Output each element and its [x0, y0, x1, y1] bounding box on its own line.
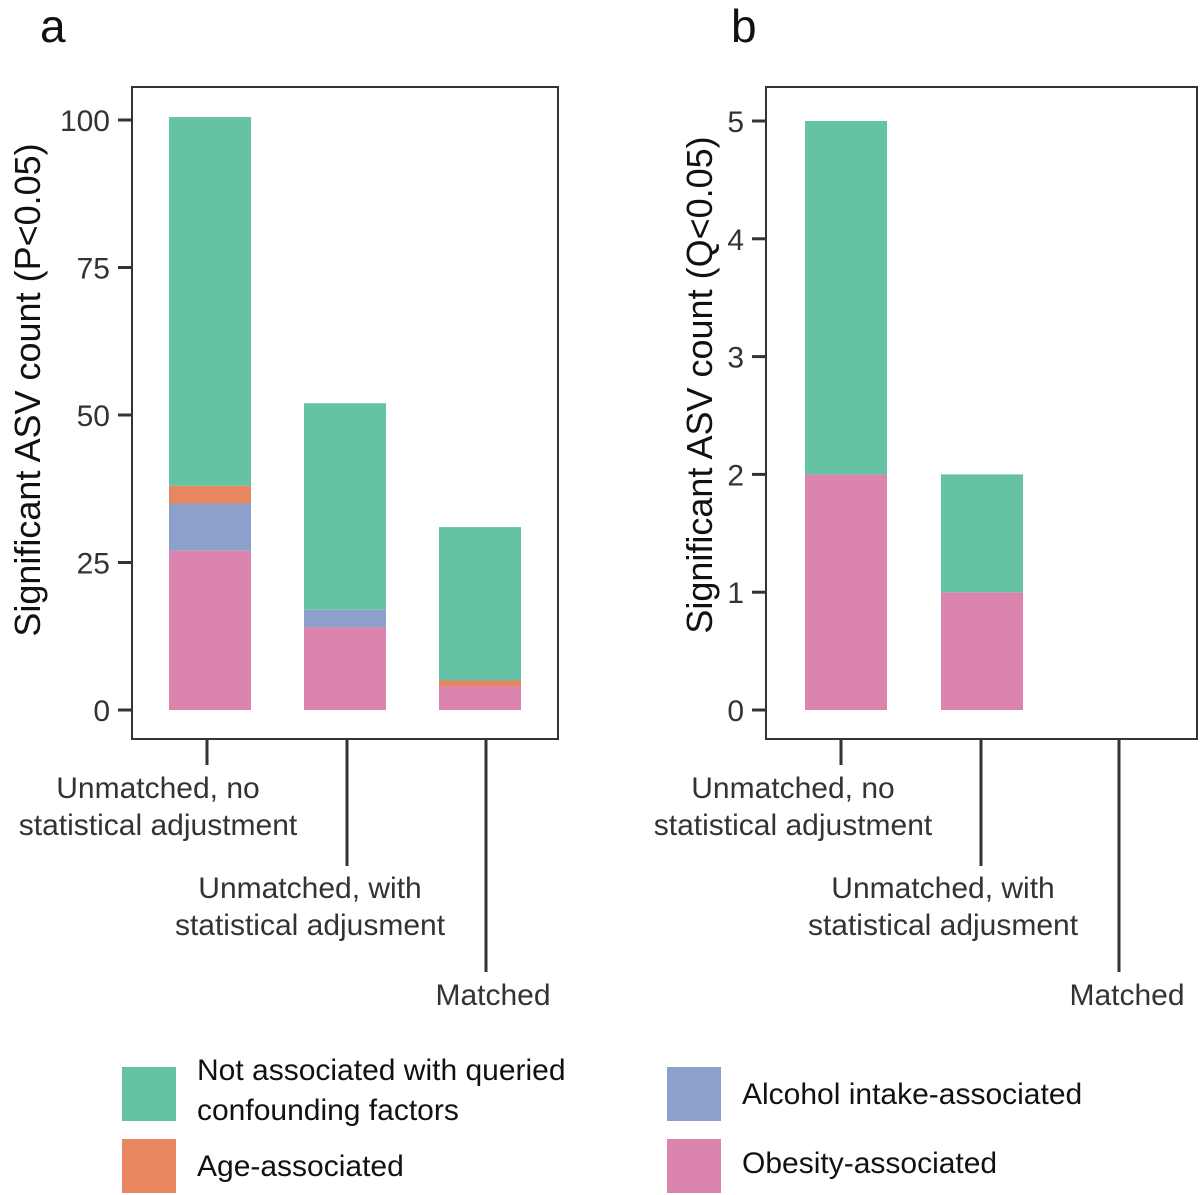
panel-b-y-tick-label-1: 1: [727, 577, 744, 610]
panel-b-y-axis-title: Significant ASV count (Q<0.05): [679, 136, 720, 633]
panel-b-x-label-1-line-2: statistical adjustment: [654, 809, 933, 842]
panel-a-bar-2-obesity-associated: [304, 627, 386, 710]
panel-a-bar-3-age-associated: [439, 680, 521, 687]
panel-a-plot: 0 25 50 75 100 Unmatched, no statistical adjus…: [19, 86, 559, 1012]
panel-b-y-tick-label-0: 0: [727, 695, 744, 728]
panel-a-y-tick-label-75: 75: [77, 253, 110, 286]
panel-b-y-tick-label-3: 3: [727, 342, 744, 375]
panel-a-bar-1-not-associated-with-queried-confounding-factors: [169, 117, 251, 486]
panel-b-bar-2-not-associated-with-queried-confounding-factors: [941, 474, 1023, 593]
legend: Not associated with queried confounding f…: [122, 1054, 1082, 1193]
panel-a-x-label-1-line-2: statistical adjustment: [19, 809, 298, 842]
panel-a-x-label-2-line-1: Unmatched, with: [198, 872, 421, 905]
panel-a-x-label-3: Matched: [435, 979, 550, 1012]
panel-a-y-axis-title: Significant ASV count (P<0.05): [7, 143, 48, 636]
legend-age-associated-swatch: [122, 1139, 176, 1193]
panel-a-bar-2-alcohol-intake-associated: [304, 609, 386, 628]
legend-not-associated-with-queried-confounding-factors-swatch: [122, 1067, 176, 1121]
legend-not-associated-with-queried-confounding-factors-label-line-2: confounding factors: [197, 1094, 459, 1127]
legend-alcohol-intake-associated-label: Alcohol intake-associated: [742, 1078, 1082, 1111]
panel-a-y-tick-label-0: 0: [93, 695, 110, 728]
legend-not-associated-with-queried-confounding-factors-label-line-1: Not associated with queried: [197, 1054, 566, 1087]
panel-b-x-label-1-line-1: Unmatched, no: [691, 772, 894, 805]
panel-b-bar-1-obesity-associated: [805, 474, 887, 710]
legend-obesity-associated-swatch: [667, 1139, 721, 1193]
panel-a-x-label-2-line-2: statistical adjusment: [175, 909, 446, 942]
panel-a-bar-3-obesity-associated: [439, 686, 521, 710]
panel-a-bar-1-age-associated: [169, 485, 251, 504]
panel-b-y-tick-label-5: 5: [727, 106, 744, 139]
panel-b-x-label-2-line-2: statistical adjusment: [808, 909, 1079, 942]
panel-a-x-label-1-line-1: Unmatched, no: [56, 772, 259, 805]
panel-a-bar-3-not-associated-with-queried-confounding-factors: [439, 527, 521, 681]
panel-a-y-tick-label-100: 100: [60, 105, 110, 138]
panel-a-bar-2-not-associated-with-queried-confounding-factors: [304, 403, 386, 610]
legend-alcohol-intake-associated-swatch: [667, 1067, 721, 1121]
panel-b-bar-2-obesity-associated: [941, 592, 1023, 710]
panel-b-bar-1-not-associated-with-queried-confounding-factors: [805, 121, 887, 475]
panel-a-bar-1-alcohol-intake-associated: [169, 503, 251, 551]
panel-a-y-tick-label-50: 50: [77, 400, 110, 433]
panel-b-x-label-2-line-1: Unmatched, with: [831, 872, 1054, 905]
panel-a-y-tick-label-25: 25: [77, 548, 110, 581]
legend-age-associated-label: Age-associated: [197, 1150, 404, 1183]
panel-b-letter: b: [731, 0, 757, 52]
panel-a-bar-1-obesity-associated: [169, 550, 251, 710]
panel-b-y-tick-label-4: 4: [727, 224, 744, 257]
legend-obesity-associated-label: Obesity-associated: [742, 1147, 997, 1180]
panel-a-letter: a: [40, 0, 66, 52]
panel-b-y-tick-label-2: 2: [727, 459, 744, 492]
panel-b-plot: 0 1 2 3 4 5 Unmatched, no statistical adjustmen…: [654, 86, 1198, 1012]
panel-b-x-label-3: Matched: [1069, 979, 1184, 1012]
